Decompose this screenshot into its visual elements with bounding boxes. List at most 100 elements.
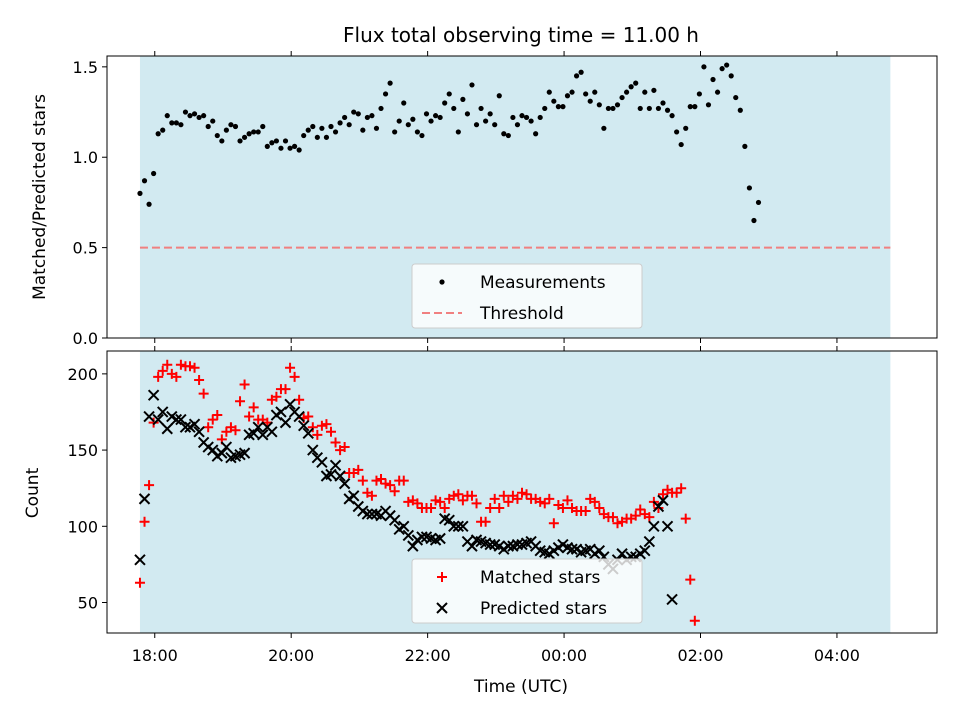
- matched-star-point: [271, 391, 282, 402]
- measurement-point: [355, 111, 361, 117]
- measurement-point: [337, 120, 343, 126]
- matched-star-point: [171, 371, 182, 382]
- predicted-star-point: [566, 543, 578, 555]
- measurement-point: [510, 114, 516, 121]
- matched-star-point: [244, 411, 255, 422]
- measurement-point: [205, 123, 211, 130]
- measurement-point: [214, 132, 220, 139]
- top-y-tick-label: 0.5: [73, 239, 98, 258]
- measurement-point: [696, 91, 702, 97]
- measurement-point: [191, 111, 198, 117]
- matched-star-point: [535, 496, 546, 507]
- measurement-point: [187, 113, 193, 119]
- bottom-axes-frame: [106, 350, 938, 634]
- measurement-point: [619, 94, 625, 101]
- matched-star-point: [376, 474, 387, 485]
- matched-star-point: [198, 388, 209, 399]
- matched-star-point: [548, 518, 559, 529]
- measurement-point: [210, 118, 216, 124]
- matched-star-point: [607, 512, 618, 523]
- legend-predicted-marker: [436, 602, 448, 614]
- bottom-x-tick-label: 00:00: [541, 646, 587, 665]
- matched-star-point: [685, 574, 696, 585]
- measurement-point: [182, 109, 189, 115]
- measurement-point: [241, 134, 248, 140]
- predicted-star-point: [220, 441, 233, 453]
- bottom-x-tick-label: 20:00: [268, 646, 314, 665]
- matched-star-point: [285, 362, 296, 373]
- measurement-point: [219, 138, 225, 144]
- measurement-point: [587, 98, 593, 104]
- matched-star-point: [517, 487, 527, 498]
- measurement-point: [614, 102, 621, 108]
- measurement-point: [523, 114, 530, 121]
- measurement-point: [251, 129, 257, 135]
- predicted-star-point: [348, 490, 360, 502]
- matched-star-point: [175, 359, 186, 370]
- bottom-y-tick-label: 100: [67, 517, 98, 536]
- measurement-point: [737, 107, 743, 113]
- measurement-point: [728, 73, 734, 79]
- legend-label: Predicted stars: [480, 599, 607, 619]
- measurement-point: [264, 143, 270, 149]
- predicted-star-point: [284, 398, 296, 411]
- measurement-point: [287, 145, 293, 151]
- measurement-point: [501, 131, 507, 137]
- measurement-point: [260, 123, 266, 130]
- predicted-star-point: [443, 514, 455, 526]
- matched-star-point: [403, 496, 414, 507]
- measurement-point: [332, 129, 339, 135]
- legend-matched-marker: [437, 572, 447, 582]
- predicted-star-point: [179, 421, 192, 433]
- measurement-point: [601, 125, 607, 131]
- predicted-star-point: [416, 531, 428, 543]
- measurement-point: [360, 127, 366, 133]
- measurement-point: [678, 141, 684, 148]
- bottom-y-tick-label: 200: [67, 365, 98, 384]
- measurement-point: [514, 122, 521, 128]
- measurement-point: [151, 170, 157, 177]
- matched-star-point: [235, 396, 246, 407]
- measurement-point: [492, 122, 498, 128]
- predicted-star-point: [448, 520, 460, 533]
- predicted-star-point: [147, 389, 160, 401]
- measurement-point: [496, 93, 502, 99]
- matched-star-point: [630, 510, 641, 521]
- matched-star-point: [239, 379, 250, 390]
- matched-star-point: [657, 489, 668, 500]
- measurement-point: [314, 134, 320, 140]
- matched-star-point: [153, 371, 164, 382]
- measurement-point: [487, 111, 493, 117]
- measurement-point: [373, 125, 380, 131]
- measurement-point: [292, 143, 298, 149]
- predicted-star-point: [338, 477, 351, 490]
- measurement-point: [137, 190, 143, 196]
- predicted-star-point: [157, 406, 169, 418]
- measurement-point: [432, 113, 439, 119]
- matched-star-point: [612, 518, 623, 529]
- measurement-point: [724, 62, 730, 68]
- measurement-point: [346, 122, 352, 128]
- matched-star-point: [635, 504, 646, 515]
- measurement-point: [687, 104, 693, 110]
- matched-star-point: [380, 478, 391, 489]
- measurement-point: [537, 114, 543, 121]
- matched-star-point: [671, 487, 682, 498]
- predicted-star-point: [175, 413, 187, 426]
- matched-star-point: [307, 422, 318, 433]
- measurement-point: [646, 105, 652, 112]
- top-y-tick-label: 1.0: [73, 148, 98, 167]
- matched-star-point: [676, 483, 687, 494]
- measurement-point: [519, 113, 525, 119]
- measurement-point: [655, 105, 662, 112]
- matched-star-point: [557, 503, 568, 514]
- measurement-point: [255, 129, 261, 135]
- predicted-star-point: [143, 410, 155, 423]
- measurement-point: [364, 114, 370, 121]
- matched-star-point: [248, 402, 259, 413]
- top-legend: Measurements Threshold: [411, 263, 643, 329]
- measurement-point: [573, 73, 580, 79]
- matched-star-point: [466, 490, 477, 501]
- chart-title: Flux total observing time = 11.00 h: [343, 23, 699, 47]
